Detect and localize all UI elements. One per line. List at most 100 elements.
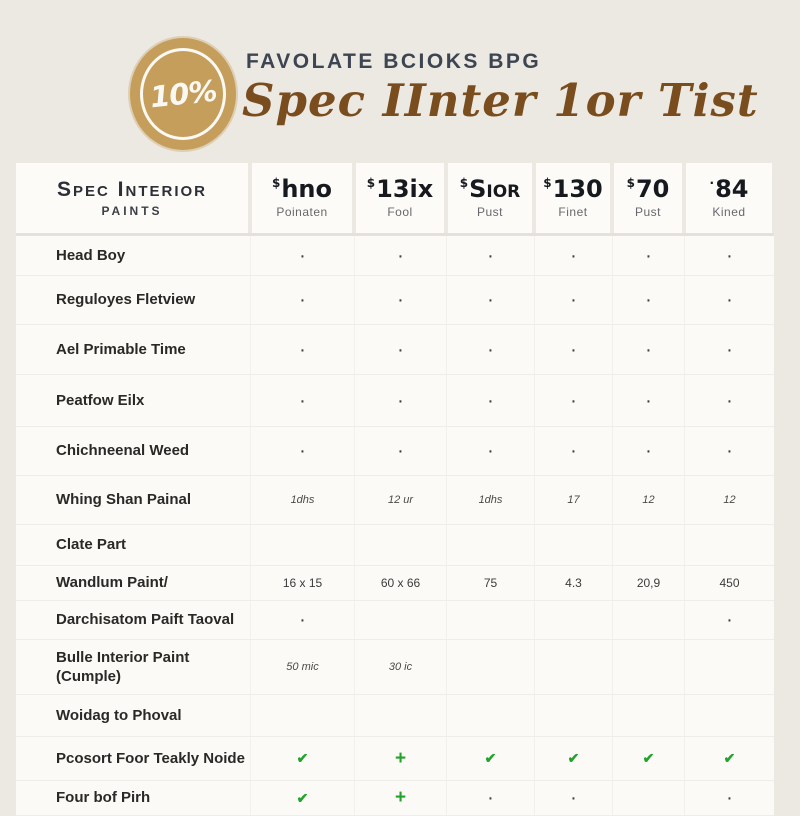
price-main: 13ix [376, 175, 434, 203]
header-eyebrow: FAVOLATE BCIOKS BPG [246, 50, 542, 73]
column-price: $70 [627, 177, 670, 201]
row-label: Reguloyes Fletview [56, 291, 196, 309]
table-cell: · [250, 601, 354, 639]
price-main: 70 [635, 175, 670, 203]
table-cell: · [612, 236, 684, 275]
table-cell: ✔ [446, 737, 534, 780]
table-cell: · [612, 276, 684, 324]
price-superscript: $ [626, 176, 635, 190]
table-cell: · [250, 427, 354, 475]
table-cell: · [612, 427, 684, 475]
table-cell: · [446, 276, 534, 324]
table-cell [612, 601, 684, 639]
price-superscript: $ [366, 176, 376, 190]
price-superscript: $ [271, 176, 281, 190]
table-cell: 17 [534, 476, 612, 524]
table-cell: · [446, 375, 534, 426]
table-cell: · [534, 276, 612, 324]
column-header: $Sior Pust [448, 163, 532, 233]
table-row: Bulle Interior Paint (Cumple) 50 mic 30 … [16, 640, 774, 695]
table-cell [684, 695, 774, 736]
table-row: Wandlum Paint/ 16 x 15 60 x 66 75 4.3 20… [16, 566, 774, 601]
row-label: Pcosort Foor Teakly Noide [56, 749, 245, 767]
price-main: 130 [552, 175, 603, 203]
table-row: Woidag to Phoval [16, 695, 774, 737]
row-label: Peatfow Eilx [56, 391, 145, 409]
table-row: Head Boy · · · · · · [16, 236, 774, 276]
table-cell: · [250, 375, 354, 426]
table-cell: · [354, 427, 446, 475]
column-header: $hno Poinaten [252, 163, 352, 233]
table-row: Four bof Pirh ✔ + · · · [16, 781, 774, 816]
column-header: ·84 Kined [686, 163, 772, 233]
table-cell: · [534, 325, 612, 374]
column-price: ·84 [710, 177, 749, 201]
table-cell: · [354, 236, 446, 275]
table-cell: · [684, 601, 774, 639]
table-cell: 1dhs [446, 476, 534, 524]
table-cell: · [250, 325, 354, 374]
row-label: Head Boy [56, 246, 126, 264]
price-main: Sior [469, 175, 521, 203]
table-cell [684, 525, 774, 565]
table-cell: · [534, 781, 612, 815]
row-label: Whing Shan Painal [56, 491, 192, 509]
column-header: $130 Finet [536, 163, 610, 233]
table-cell: 20,9 [612, 566, 684, 600]
column-price: $13ix [367, 177, 433, 201]
table-cell [446, 640, 534, 694]
table-cell: · [354, 325, 446, 374]
table-cell: 30 ic [354, 640, 446, 694]
table-row: Reguloyes Fletview · · · · · · [16, 276, 774, 325]
table-cell: 12 [684, 476, 774, 524]
table-cell [354, 525, 446, 565]
table-cell: · [534, 427, 612, 475]
column-header: $13ix Fool [356, 163, 444, 233]
table-cell [250, 525, 354, 565]
row-label: Ael Primable Time [56, 340, 186, 358]
discount-badge: 10% [130, 38, 236, 150]
table-row: Chichneenal Weed · · · · · · [16, 427, 774, 476]
price-main: hno [281, 175, 333, 203]
corner-subtitle: PAINTS [101, 204, 163, 218]
row-label: Clate Part [56, 536, 127, 554]
table-cell: · [446, 325, 534, 374]
table-cell [612, 525, 684, 565]
table-row: Clate Part [16, 525, 774, 566]
table-cell: · [684, 325, 774, 374]
header-section: 10% FAVOLATE BCIOKS BPG Spec IInter 1or … [0, 0, 800, 155]
table-cell [534, 601, 612, 639]
table-cell: 12 [612, 476, 684, 524]
table-row: Ael Primable Time · · · · · · [16, 325, 774, 375]
table-body: Head Boy · · · · · · Reguloyes Fletview … [16, 233, 774, 816]
table-cell: ✔ [534, 737, 612, 780]
price-superscript: $ [543, 176, 552, 190]
table-cell: · [612, 375, 684, 426]
table-cell: · [684, 375, 774, 426]
table-header-row: Spec Interior PAINTS $hno Poinaten $13ix… [16, 155, 774, 233]
table-cell: 12 ur [354, 476, 446, 524]
table-row: Pcosort Foor Teakly Noide ✔ + ✔ ✔ ✔ ✔ [16, 737, 774, 781]
row-label: Chichneenal Weed [56, 442, 190, 460]
table-cell [534, 525, 612, 565]
table-cell: · [446, 427, 534, 475]
price-superscript: $ [459, 176, 469, 190]
table-cell: 75 [446, 566, 534, 600]
table-cell: 450 [684, 566, 774, 600]
row-label: Woidag to Phoval [56, 706, 182, 724]
table-cell: 16 x 15 [250, 566, 354, 600]
table-cell: · [446, 236, 534, 275]
row-label: Bulle Interior Paint (Cumple) [56, 648, 190, 686]
column-sublabel: Pust [476, 205, 503, 219]
table-cell: · [684, 276, 774, 324]
table-cell [684, 640, 774, 694]
table-cell: · [250, 276, 354, 324]
column-sublabel: Kined [712, 205, 746, 219]
column-price: $Sior [460, 177, 521, 201]
table-cell [250, 695, 354, 736]
corner-header-cell: Spec Interior PAINTS [16, 163, 248, 233]
column-price: $hno [272, 177, 332, 201]
comparison-table: Spec Interior PAINTS $hno Poinaten $13ix… [16, 155, 774, 816]
table-cell: · [684, 427, 774, 475]
